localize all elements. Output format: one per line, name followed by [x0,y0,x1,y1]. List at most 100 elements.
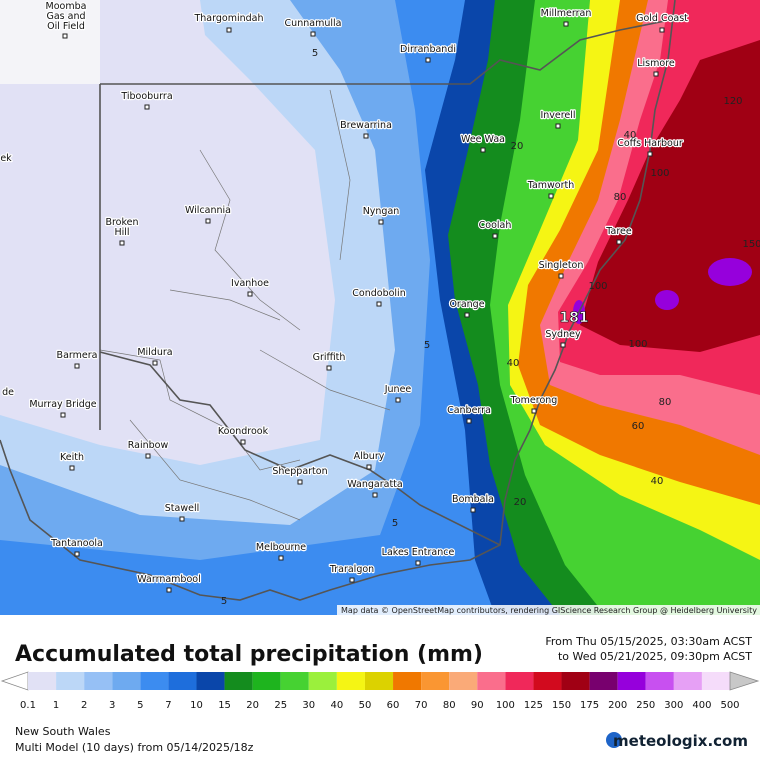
place-label-line: Taree [605,226,632,237]
place-label: Traralgon [329,564,374,575]
place-label: Barmera [57,350,98,361]
legend-swatch [533,672,562,690]
place-label-line: Cunnamulla [285,18,342,29]
precip-area [708,258,752,286]
place-dot [179,516,185,522]
place-label-line: Wee Waa [461,134,505,145]
place-label: Cunnamulla [285,18,342,29]
place-label-line: Barmera [57,350,98,361]
legend-label: 90 [471,700,484,711]
legend-swatch [449,672,478,690]
place-label-line: Orange [449,299,484,310]
contour-label: 120 [723,96,742,107]
legend-label: 300 [664,700,683,711]
attribution-bg [337,605,760,615]
place-label-line: Gas and [46,11,85,22]
place-label-line: Coolah [479,220,512,231]
legend-swatch [617,672,646,690]
legend-label: 40 [331,700,344,711]
legend-swatch [364,672,394,690]
place-label: Lismore [637,58,675,69]
place-label-line: Moomba [46,1,87,12]
place-label-line: Thargomindah [193,13,263,24]
contour-label: 40 [651,476,664,487]
place-label: Condobolin [352,288,405,299]
place-dot [119,240,125,246]
contour-label: 150 [742,239,760,250]
place-dot [653,71,659,77]
place-label: Tibooburra [120,91,172,102]
place-label: Albury [354,451,385,462]
place-dot [560,342,566,348]
place-label-line: Griffith [313,352,346,363]
place-label: Keith [60,452,84,463]
legend-label: 1 [53,700,59,711]
place-label-line: Koondrook [218,426,269,437]
place-dot [480,147,486,153]
contour-label: 40 [507,358,520,369]
place-label-line: Canberra [447,405,491,416]
place-label-line: Inverell [540,110,575,121]
place-label: Moomba Gas and Oil Field [46,1,87,32]
place-label: Sydney [545,329,581,340]
place-dot [563,21,569,27]
legend-swatch [84,672,113,690]
place-label: Bombala [452,494,494,505]
precip-area [655,290,679,310]
legend-label: 100 [496,700,515,711]
legend-swatch [589,672,618,690]
lga-lines [99,89,391,521]
place-dot [166,587,172,593]
contour-label: 5 [312,48,318,59]
legend-swatch [421,672,450,690]
place-label-line: Wangaratta [347,479,402,490]
legend: 0.1 1 2 3 5 7 10 15 20 25 30 40 50 60 70 80 90 100 125 150 1… [0,671,760,711]
place-label-line: Condobolin [352,288,405,299]
place-label: Wee Waa [461,134,505,145]
place-dot [492,233,498,239]
place-label: Warrnambool [137,574,200,585]
legend-label: 200 [608,700,627,711]
legend-label: 70 [415,700,428,711]
place-dot [74,551,80,557]
legend-swatch [308,672,337,690]
place-label: Lakes Entrance [382,547,455,558]
place-label-line: Millmerran [541,8,592,19]
legend-swatch [645,672,674,690]
legend-swatch [280,672,309,690]
place-label-line: Melbourne [256,542,306,553]
place-label: Coffs Harbour [617,138,683,149]
legend-label: 125 [524,700,543,711]
place-dot [470,507,476,513]
contour-label: 5 [424,340,430,351]
period-end: to Wed 05/21/2025, 09:30pm ACST [558,650,752,663]
place-label-line: Dirranbandi [400,44,456,55]
legend-label: 10 [190,700,203,711]
place-dot [395,397,401,403]
place-dot [247,291,253,297]
place-label-line: Lakes Entrance [382,547,455,558]
place-label: Dirranbandi [400,44,456,55]
place-label: Ivanhoe [231,278,269,289]
place-label-line: Brewarrina [340,120,392,131]
contour-label: 100 [588,281,607,292]
place-dot [144,104,150,110]
place-label-line: Coffs Harbour [617,138,683,149]
place-label: Inverell [540,110,575,121]
legend-swatch [196,672,225,690]
legend-swatch [224,672,253,690]
legend-label: 3 [109,700,115,711]
place-label-line: ek [0,153,12,164]
place-label-line: Shepparton [272,466,327,477]
place-label-line: de [2,387,14,398]
place-label-line: Junee [384,384,412,395]
place-label: Coolah [479,220,512,231]
legend-swatch [168,672,197,690]
place-dot [297,479,303,485]
brand[interactable]: meteologix.com [613,732,748,750]
legend-label: 60 [387,700,400,711]
place-label: Tamworth [527,180,575,191]
legend-swatch [393,672,422,690]
place-label: Broken Hill [105,217,138,238]
